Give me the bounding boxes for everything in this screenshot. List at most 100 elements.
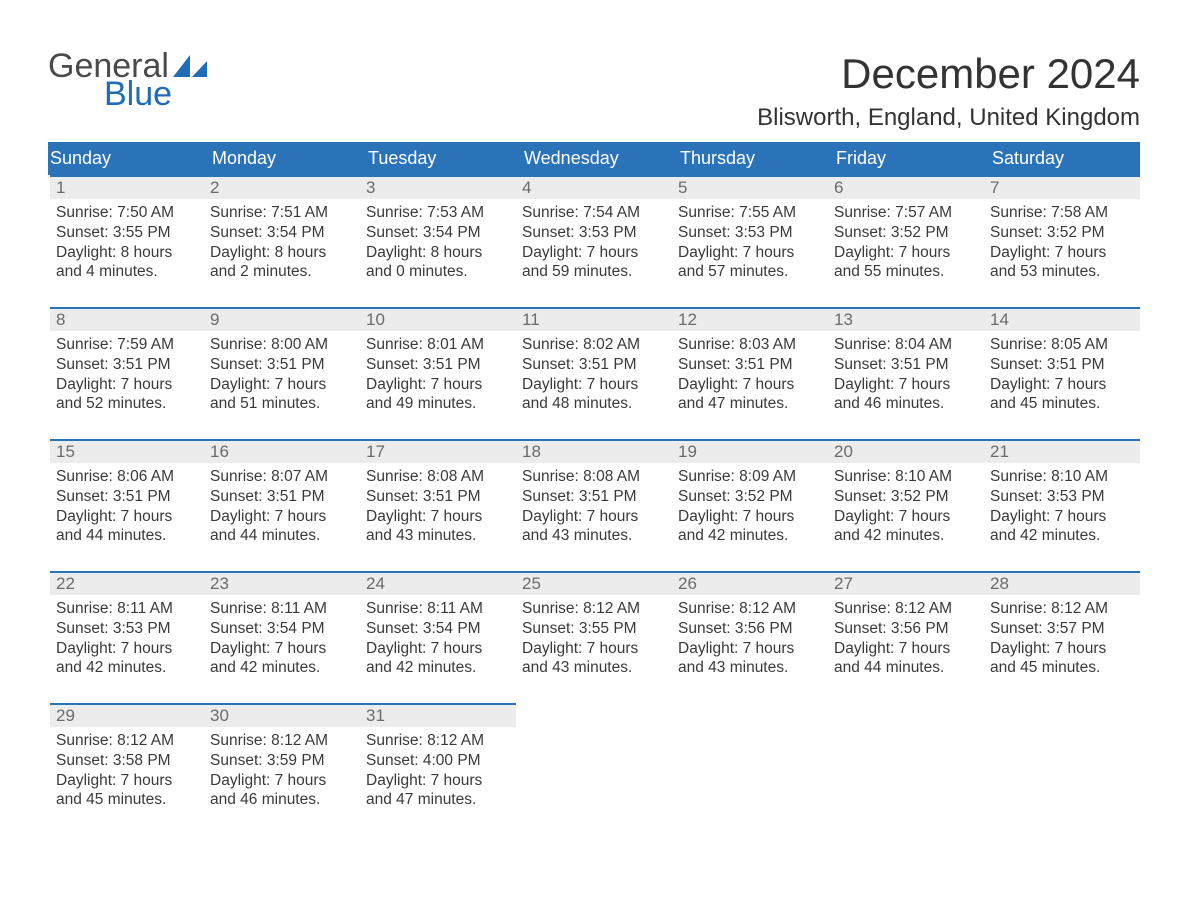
daylight-line2: and 55 minutes.	[834, 262, 978, 282]
day-details: Sunrise: 7:58 AMSunset: 3:52 PMDaylight:…	[984, 199, 1140, 288]
day-number: 21	[984, 439, 1140, 463]
daylight-line2: and 42 minutes.	[678, 526, 822, 546]
sunrise-line: Sunrise: 8:10 AM	[990, 467, 1134, 487]
day-details: Sunrise: 8:02 AMSunset: 3:51 PMDaylight:…	[516, 331, 672, 420]
daylight-line2: and 43 minutes.	[522, 526, 666, 546]
daylight-line2: and 45 minutes.	[990, 658, 1134, 678]
day-details: Sunrise: 8:01 AMSunset: 3:51 PMDaylight:…	[360, 331, 516, 420]
daylight-line: Daylight: 7 hours	[366, 375, 510, 395]
daylight-line2: and 46 minutes.	[834, 394, 978, 414]
calendar-cell: 10Sunrise: 8:01 AMSunset: 3:51 PMDayligh…	[360, 307, 516, 439]
daylight-line: Daylight: 7 hours	[834, 639, 978, 659]
sunrise-line: Sunrise: 8:12 AM	[990, 599, 1134, 619]
sunset-line: Sunset: 3:51 PM	[522, 487, 666, 507]
daylight-line: Daylight: 7 hours	[522, 507, 666, 527]
calendar-cell: 29Sunrise: 8:12 AMSunset: 3:58 PMDayligh…	[48, 703, 204, 835]
daylight-line: Daylight: 7 hours	[522, 243, 666, 263]
daylight-line2: and 0 minutes.	[366, 262, 510, 282]
calendar-cell	[516, 703, 672, 835]
calendar-cell: 18Sunrise: 8:08 AMSunset: 3:51 PMDayligh…	[516, 439, 672, 571]
daylight-line: Daylight: 7 hours	[56, 375, 198, 395]
day-number: 13	[828, 307, 984, 331]
day-details: Sunrise: 8:08 AMSunset: 3:51 PMDaylight:…	[360, 463, 516, 552]
calendar-cell: 15Sunrise: 8:06 AMSunset: 3:51 PMDayligh…	[48, 439, 204, 571]
day-details: Sunrise: 8:04 AMSunset: 3:51 PMDaylight:…	[828, 331, 984, 420]
sunrise-line: Sunrise: 8:00 AM	[210, 335, 354, 355]
sunrise-line: Sunrise: 7:57 AM	[834, 203, 978, 223]
day-header: Wednesday	[516, 142, 672, 175]
sunrise-line: Sunrise: 8:11 AM	[366, 599, 510, 619]
sunset-line: Sunset: 3:51 PM	[678, 355, 822, 375]
daylight-line2: and 44 minutes.	[210, 526, 354, 546]
daylight-line2: and 42 minutes.	[366, 658, 510, 678]
day-header-row: Sunday Monday Tuesday Wednesday Thursday…	[48, 142, 1140, 175]
day-number: 11	[516, 307, 672, 331]
sunset-line: Sunset: 3:52 PM	[990, 223, 1134, 243]
logo: General Blue	[48, 50, 207, 111]
day-details: Sunrise: 8:12 AMSunset: 3:56 PMDaylight:…	[672, 595, 828, 684]
day-details: Sunrise: 8:10 AMSunset: 3:53 PMDaylight:…	[984, 463, 1140, 552]
day-details: Sunrise: 8:08 AMSunset: 3:51 PMDaylight:…	[516, 463, 672, 552]
daylight-line2: and 43 minutes.	[678, 658, 822, 678]
daylight-line2: and 42 minutes.	[990, 526, 1134, 546]
day-number: 14	[984, 307, 1140, 331]
day-number: 12	[672, 307, 828, 331]
day-number: 17	[360, 439, 516, 463]
sunset-line: Sunset: 3:52 PM	[834, 223, 978, 243]
sunrise-line: Sunrise: 8:12 AM	[56, 731, 198, 751]
day-details: Sunrise: 8:12 AMSunset: 3:59 PMDaylight:…	[204, 727, 360, 816]
sunset-line: Sunset: 3:51 PM	[210, 355, 354, 375]
day-header: Saturday	[984, 142, 1140, 175]
daylight-line: Daylight: 8 hours	[56, 243, 198, 263]
day-number: 1	[50, 175, 204, 199]
calendar-cell	[828, 703, 984, 835]
sunrise-line: Sunrise: 8:05 AM	[990, 335, 1134, 355]
calendar-cell: 31Sunrise: 8:12 AMSunset: 4:00 PMDayligh…	[360, 703, 516, 835]
day-number: 5	[672, 175, 828, 199]
daylight-line: Daylight: 7 hours	[834, 243, 978, 263]
day-details: Sunrise: 8:03 AMSunset: 3:51 PMDaylight:…	[672, 331, 828, 420]
calendar-cell: 27Sunrise: 8:12 AMSunset: 3:56 PMDayligh…	[828, 571, 984, 703]
day-number: 25	[516, 571, 672, 595]
day-number: 2	[204, 175, 360, 199]
location: Blisworth, England, United Kingdom	[757, 104, 1140, 132]
day-details: Sunrise: 7:50 AMSunset: 3:55 PMDaylight:…	[50, 199, 204, 288]
day-details: Sunrise: 8:05 AMSunset: 3:51 PMDaylight:…	[984, 331, 1140, 420]
day-number: 6	[828, 175, 984, 199]
daylight-line2: and 51 minutes.	[210, 394, 354, 414]
sunrise-line: Sunrise: 8:11 AM	[56, 599, 198, 619]
day-details: Sunrise: 8:12 AMSunset: 3:56 PMDaylight:…	[828, 595, 984, 684]
sunrise-line: Sunrise: 7:53 AM	[366, 203, 510, 223]
sunset-line: Sunset: 3:59 PM	[210, 751, 354, 771]
calendar-cell	[984, 703, 1140, 835]
calendar-cell: 2Sunrise: 7:51 AMSunset: 3:54 PMDaylight…	[204, 175, 360, 307]
sunset-line: Sunset: 3:51 PM	[366, 487, 510, 507]
daylight-line: Daylight: 8 hours	[366, 243, 510, 263]
day-number: 30	[204, 703, 360, 727]
day-number: 10	[360, 307, 516, 331]
day-header: Tuesday	[360, 142, 516, 175]
daylight-line2: and 59 minutes.	[522, 262, 666, 282]
sunrise-line: Sunrise: 8:08 AM	[366, 467, 510, 487]
calendar-cell: 26Sunrise: 8:12 AMSunset: 3:56 PMDayligh…	[672, 571, 828, 703]
daylight-line2: and 47 minutes.	[678, 394, 822, 414]
calendar-cell: 28Sunrise: 8:12 AMSunset: 3:57 PMDayligh…	[984, 571, 1140, 703]
daylight-line2: and 49 minutes.	[366, 394, 510, 414]
daylight-line2: and 52 minutes.	[56, 394, 198, 414]
sunset-line: Sunset: 3:51 PM	[990, 355, 1134, 375]
daylight-line2: and 46 minutes.	[210, 790, 354, 810]
calendar-cell: 9Sunrise: 8:00 AMSunset: 3:51 PMDaylight…	[204, 307, 360, 439]
sunrise-line: Sunrise: 7:50 AM	[56, 203, 198, 223]
sunrise-line: Sunrise: 7:58 AM	[990, 203, 1134, 223]
day-number: 16	[204, 439, 360, 463]
sunset-line: Sunset: 3:52 PM	[834, 487, 978, 507]
day-details: Sunrise: 8:09 AMSunset: 3:52 PMDaylight:…	[672, 463, 828, 552]
calendar-cell: 7Sunrise: 7:58 AMSunset: 3:52 PMDaylight…	[984, 175, 1140, 307]
calendar-week: 8Sunrise: 7:59 AMSunset: 3:51 PMDaylight…	[48, 307, 1140, 439]
daylight-line2: and 43 minutes.	[522, 658, 666, 678]
sunset-line: Sunset: 3:54 PM	[366, 619, 510, 639]
daylight-line: Daylight: 7 hours	[678, 639, 822, 659]
sunrise-line: Sunrise: 8:12 AM	[210, 731, 354, 751]
day-details: Sunrise: 8:12 AMSunset: 3:57 PMDaylight:…	[984, 595, 1140, 684]
sunset-line: Sunset: 3:52 PM	[678, 487, 822, 507]
